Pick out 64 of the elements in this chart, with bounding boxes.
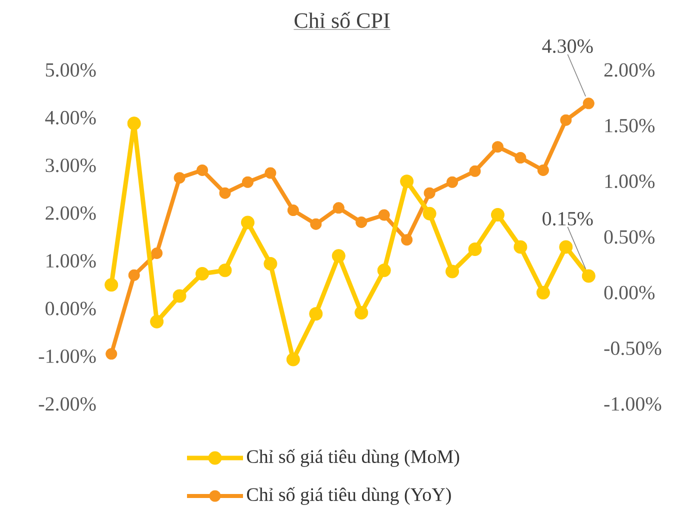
y-tick-label: 0.00%	[46, 302, 96, 316]
point	[401, 234, 413, 246]
y-tick-label: 2.00%	[46, 206, 96, 220]
point	[286, 352, 300, 366]
point	[354, 306, 368, 320]
point	[560, 114, 572, 126]
y-tick-label: -2.00%	[38, 397, 96, 411]
y-tick-label: 5.00%	[46, 63, 96, 77]
y-tick-label: 4.00%	[45, 110, 96, 124]
point	[218, 264, 232, 278]
point	[446, 264, 460, 278]
point	[537, 164, 549, 176]
point	[172, 289, 186, 303]
point	[264, 167, 276, 179]
legend-label: Chỉ số giá tiêu dùng (YoY)	[246, 487, 451, 505]
point	[264, 256, 278, 270]
point	[378, 209, 390, 221]
y2-tick-label: 2.00%	[604, 63, 655, 77]
point	[104, 278, 118, 292]
point	[356, 216, 368, 228]
point	[514, 152, 526, 164]
y2-tick-label: -1.00%	[604, 397, 662, 411]
y-tick-label: 3.00%	[46, 158, 96, 172]
point	[490, 208, 504, 222]
point	[492, 141, 504, 153]
point	[196, 266, 210, 280]
point	[127, 116, 141, 130]
point	[377, 264, 391, 278]
y-tick-label: 1.00%	[46, 254, 96, 268]
point	[219, 187, 231, 199]
point	[536, 286, 550, 300]
data-label: 0.15%	[542, 212, 593, 226]
point	[242, 176, 254, 188]
y-tick-label: -1.00%	[38, 349, 96, 364]
point	[240, 216, 254, 230]
y2-tick-label: -0.50%	[604, 342, 662, 356]
chart-title: Chỉ số CPI	[294, 12, 390, 28]
point	[309, 307, 323, 321]
point	[150, 314, 164, 328]
point	[128, 269, 140, 281]
point	[582, 269, 596, 283]
point	[310, 218, 322, 230]
point	[151, 247, 163, 259]
legend-label: Chỉ số giá tiêu dùng (MoM)	[246, 449, 460, 467]
point	[196, 164, 208, 176]
point	[559, 240, 573, 254]
point	[422, 206, 436, 220]
point	[287, 204, 299, 216]
point	[446, 176, 458, 188]
point	[469, 165, 481, 177]
y2-tick-label: 1.50%	[605, 118, 655, 132]
point	[332, 249, 346, 263]
point	[106, 348, 118, 360]
point	[514, 240, 528, 254]
y2-tick-label: 0.50%	[604, 230, 655, 244]
point	[468, 242, 482, 256]
point	[582, 98, 594, 110]
y2-tick-label: 1.00%	[605, 174, 655, 188]
point	[174, 172, 186, 184]
point	[424, 187, 436, 199]
point	[400, 174, 414, 188]
point	[332, 202, 344, 214]
y2-tick-label: 0.00%	[604, 286, 655, 300]
data-label: 4.30%	[542, 39, 593, 53]
